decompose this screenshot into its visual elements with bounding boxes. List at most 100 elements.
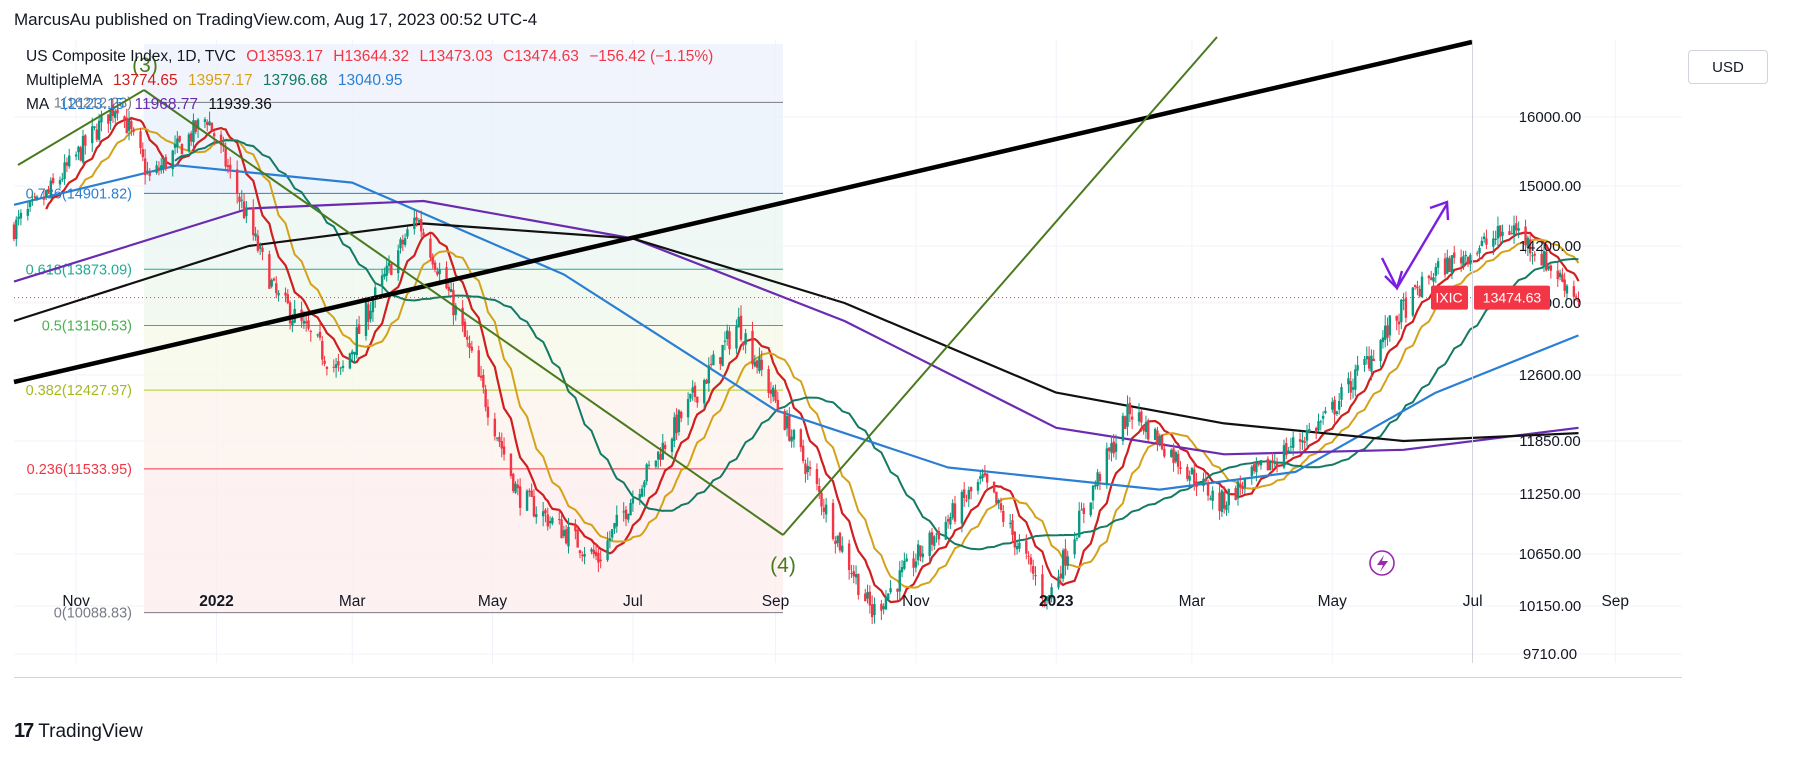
candle-body: [68, 155, 71, 167]
ma-value-2: 11968.77: [134, 96, 199, 113]
candle-body: [583, 553, 586, 557]
candle-body: [564, 529, 568, 544]
candle-body: [261, 247, 264, 252]
candle-body: [1002, 510, 1005, 522]
legend-ma-row[interactable]: MA 12123.15 11968.77 11939.36: [26, 96, 278, 114]
candle-body: [659, 453, 662, 460]
candle-body: [208, 121, 211, 126]
candle-body: [353, 351, 356, 355]
time-axis-tick-label: Sep: [762, 593, 790, 610]
candle-body: [33, 196, 36, 198]
candle-body: [355, 327, 359, 356]
candle-body: [1531, 255, 1534, 257]
candle-body: [544, 509, 547, 514]
candle-body: [107, 114, 110, 124]
candle-body: [831, 503, 835, 539]
candle-body: [654, 460, 658, 467]
fib-level-label: 0.618(13873.09): [26, 262, 132, 278]
candle-body: [1430, 277, 1433, 280]
candle-body: [1308, 429, 1311, 432]
currency-selector[interactable]: USD: [1688, 50, 1768, 84]
candle-body: [643, 481, 646, 488]
candle-body: [818, 485, 821, 492]
candle-body: [1331, 401, 1334, 410]
candle-body: [824, 504, 828, 515]
candle-body: [1048, 595, 1051, 600]
candle-body: [178, 135, 181, 142]
footer-brand[interactable]: 17 TradingView: [14, 720, 143, 743]
candle-body: [114, 111, 117, 118]
multiple-ma-value-4: 13040.95: [337, 72, 403, 89]
candle-body: [367, 304, 370, 322]
candle-body: [905, 558, 908, 562]
candle-body: [1082, 507, 1086, 515]
candle-body: [109, 108, 112, 121]
candle-body: [132, 129, 135, 132]
time-axis-tick-label: Jul: [1463, 593, 1483, 610]
candle-body: [1259, 460, 1263, 466]
candle-body: [1121, 415, 1125, 442]
candle-body: [673, 417, 676, 441]
fib-zone: [144, 44, 783, 103]
candle-body: [548, 520, 552, 524]
candle-body: [49, 180, 53, 196]
candle-body: [74, 154, 78, 157]
multiple-ma-value-2: 13957.17: [187, 72, 253, 89]
candle-body: [558, 519, 561, 521]
candle-body: [574, 525, 577, 532]
candle-body: [1469, 254, 1472, 265]
candle-body: [1305, 431, 1309, 441]
candle-body: [960, 492, 964, 524]
candle-body: [1158, 435, 1161, 444]
candle-body: [1285, 443, 1288, 456]
candle-body: [447, 286, 451, 291]
candle-body: [357, 324, 361, 334]
candle-body: [880, 603, 883, 611]
candle-body: [449, 289, 453, 293]
candle-body: [498, 436, 501, 442]
candle-body: [983, 473, 987, 476]
candle-body: [164, 156, 168, 169]
candle-body: [1577, 298, 1580, 303]
fib-zone: [144, 325, 783, 391]
candle-body: [1446, 257, 1449, 274]
ohlc-close: C13474.63: [503, 48, 579, 65]
candle-body: [1110, 443, 1113, 453]
candle-body: [933, 536, 936, 546]
footer-brand-label: TradingView: [38, 720, 143, 742]
candle-body: [627, 514, 630, 520]
symbol-tag-label: IXIC: [1435, 290, 1462, 306]
candle-body: [1064, 548, 1067, 566]
candle-body: [1188, 475, 1191, 481]
candle-body: [468, 342, 471, 348]
fib-level-label: 0(10088.83): [54, 606, 132, 622]
candle-body: [238, 196, 241, 202]
legend-multiple-ma-row[interactable]: MultipleMA 13774.65 13957.17 13796.68 13…: [26, 72, 409, 90]
ohlc-high: H13644.32: [333, 48, 409, 65]
candle-body: [640, 488, 644, 497]
candle-body: [1501, 231, 1504, 236]
candle-body: [597, 552, 600, 563]
candle-body: [691, 387, 694, 393]
candle-body: [1105, 448, 1109, 484]
candle-body: [1043, 600, 1046, 604]
candle-body: [916, 544, 920, 561]
candle-body: [1091, 485, 1095, 501]
candle-body: [1517, 228, 1520, 231]
candle-body: [1236, 481, 1240, 499]
candle-body: [949, 517, 952, 525]
candle-body: [1172, 448, 1175, 464]
candle-body: [576, 530, 579, 548]
candle-body: [719, 357, 722, 364]
candle-body: [242, 201, 246, 219]
candle-body: [705, 379, 708, 384]
ma-label: MA: [26, 96, 50, 113]
candle-body: [1372, 358, 1375, 362]
time-axis-tick-label: 2022: [199, 593, 233, 610]
candle-body: [900, 567, 904, 573]
candle-body: [806, 465, 809, 473]
candle-body: [1059, 573, 1063, 579]
symbol-tag: [1431, 285, 1468, 310]
fib-level-label: 0.382(12427.97): [26, 383, 132, 399]
